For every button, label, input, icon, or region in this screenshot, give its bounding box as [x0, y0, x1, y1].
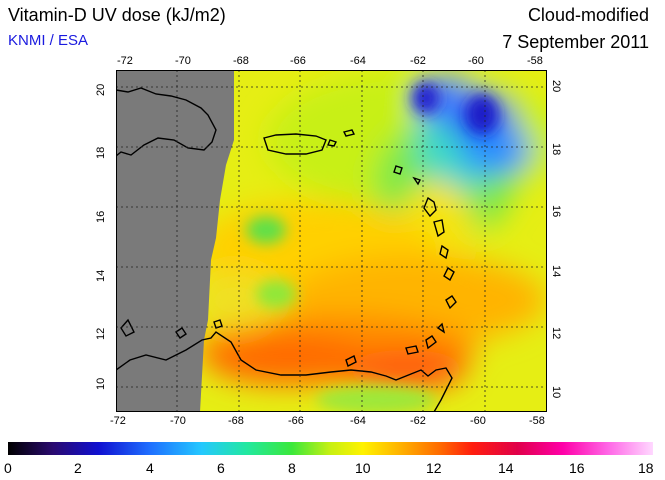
- map-frame: [116, 70, 547, 412]
- map-date: 7 September 2011: [502, 32, 649, 52]
- lat-tick-right: 10: [550, 386, 562, 399]
- lon-tick-top: -64: [350, 55, 366, 67]
- lon-tick-bottom: -68: [228, 415, 244, 427]
- colorbar-tick: 6: [217, 460, 225, 476]
- uv-dose-map: [116, 70, 547, 412]
- lon-tick-top: -68: [233, 55, 249, 67]
- colorbar-tick: 16: [569, 460, 585, 476]
- lat-tick-left: 18: [95, 146, 107, 159]
- lat-tick-right: 20: [550, 80, 562, 93]
- colorbar: [8, 442, 653, 455]
- lat-tick-right: 12: [550, 327, 562, 340]
- lat-tick-left: 10: [95, 377, 107, 390]
- lat-tick-left: 20: [95, 83, 107, 96]
- map-title: Vitamin-D UV dose (kJ/m2): [8, 5, 226, 25]
- colorbar-tick: 18: [638, 460, 654, 476]
- lon-tick-top: -58: [527, 55, 543, 67]
- lat-tick-right: 16: [550, 205, 562, 218]
- lon-tick-top: -62: [410, 55, 426, 67]
- lon-tick-bottom: -66: [288, 415, 304, 427]
- lon-tick-bottom: -72: [110, 415, 126, 427]
- colorbar-tick: 8: [288, 460, 296, 476]
- lat-tick-right: 14: [550, 265, 562, 278]
- lat-tick-left: 16: [95, 210, 107, 223]
- lon-tick-top: -60: [468, 55, 484, 67]
- lon-tick-top: -70: [175, 55, 191, 67]
- lat-tick-left: 12: [95, 327, 107, 340]
- graticule: [116, 70, 547, 412]
- colorbar-tick: 2: [74, 460, 82, 476]
- colorbar-tick: 0: [4, 460, 12, 476]
- lon-tick-bottom: -70: [170, 415, 186, 427]
- map-credit: KNMI / ESA: [8, 32, 89, 49]
- lat-tick-left: 14: [95, 269, 107, 282]
- colorbar-tick: 12: [426, 460, 442, 476]
- lon-tick-bottom: -60: [470, 415, 486, 427]
- colorbar-tick: 10: [355, 460, 371, 476]
- lat-tick-right: 18: [550, 143, 562, 156]
- colorbar-tick: 14: [498, 460, 514, 476]
- no-data-area: [116, 70, 234, 412]
- colorbar-gradient: [8, 442, 653, 455]
- lon-tick-bottom: -64: [350, 415, 366, 427]
- lon-tick-bottom: -62: [410, 415, 426, 427]
- colorbar-tick: 4: [146, 460, 154, 476]
- lon-tick-top: -66: [290, 55, 306, 67]
- coastlines: [116, 87, 457, 412]
- lon-tick-bottom: -58: [529, 415, 545, 427]
- lon-tick-top: -72: [117, 55, 133, 67]
- map-mode-label: Cloud-modified: [527, 5, 649, 25]
